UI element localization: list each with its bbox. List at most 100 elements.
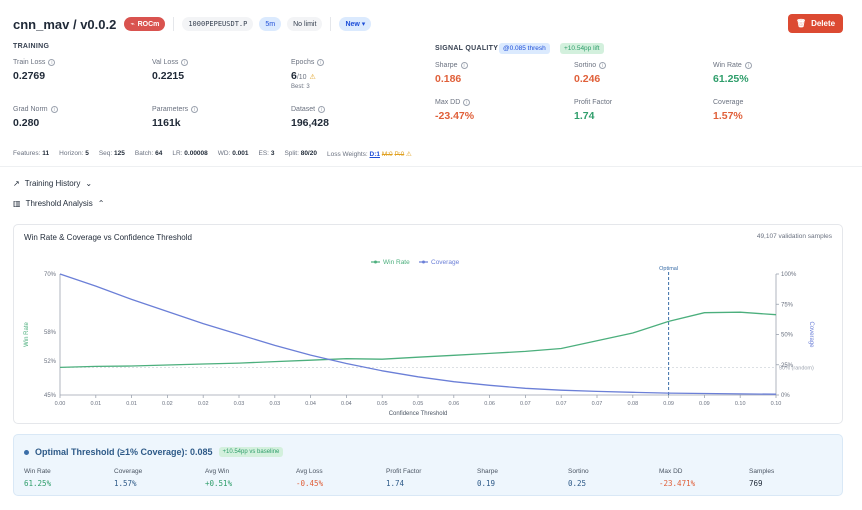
gpu-icon: ⌁	[130, 21, 135, 28]
y-left-tick-label: 45%	[44, 393, 57, 399]
x-axis-label: Confidence Threshold	[389, 411, 448, 417]
hyperparameters-row: Features: 11 Horizon: 5 Seq: 125 Batch: …	[13, 150, 412, 158]
info-icon[interactable]: i	[599, 62, 607, 69]
y-left-tick-label: 70%	[44, 272, 57, 278]
y-right-tick-label: 100%	[781, 272, 797, 278]
metric-value: 0.280	[13, 117, 40, 129]
optimal-metric: Avg Loss -0.45%	[296, 468, 323, 488]
param-horizon: Horizon: 5	[59, 150, 89, 157]
optimal-metric-label: Win Rate	[24, 468, 51, 475]
symbol-badge: 1000PEPEUSDT.P	[182, 17, 254, 31]
x-tick-label: 0.01	[90, 401, 101, 407]
y-right-tick-label: 75%	[781, 302, 794, 308]
training-history-label: Training History	[24, 179, 81, 188]
metric-grad-norm: Grad Norm i 0.280	[13, 106, 58, 129]
optimal-metric: Sharpe 0.19	[477, 468, 498, 488]
delete-button[interactable]: 🗑 Delete	[788, 14, 843, 33]
divider	[173, 17, 175, 31]
param-features: Features: 11	[13, 150, 50, 157]
y-left-tick-label: 52%	[44, 359, 57, 365]
threshold-chart-card: Win Rate & Coverage vs Confidence Thresh…	[13, 224, 843, 424]
metric-value: 6/10 ⚠	[291, 70, 324, 82]
x-tick-label: 0.02	[198, 401, 209, 407]
param-loss-weights: Loss Weights: D:1 M:0 P:0 ⚠	[326, 151, 412, 158]
training-history-toggle[interactable]: ↗ Training History ⌄	[13, 179, 92, 188]
y-left-axis-label: Win Rate	[24, 322, 30, 347]
optimal-title-text: Optimal Threshold (≥1% Coverage): 0.085	[35, 447, 213, 457]
metric-value: -23.47%	[435, 110, 475, 122]
optimal-metric-value: -0.45%	[296, 479, 324, 488]
optimal-label: Optimal	[659, 266, 678, 272]
optimal-metric-label: Max DD	[659, 468, 683, 475]
legend-label: Win Rate	[383, 259, 410, 266]
info-icon[interactable]: i	[48, 59, 56, 66]
chevron-down-icon: ⌄	[85, 179, 93, 188]
status-label: New	[345, 20, 360, 28]
x-tick-label: 0.09	[663, 401, 674, 407]
status-dropdown[interactable]: New ▾	[339, 17, 372, 31]
x-tick-label: 0.06	[484, 401, 495, 407]
optimal-metric-value: 0.25	[568, 479, 587, 488]
metric-label: Train Loss	[13, 59, 46, 66]
page-title: cnn_mav / v0.0.2	[13, 16, 117, 32]
optimal-metric-value: -23.471%	[659, 479, 696, 488]
metric-max-dd: Max DD i -23.47%	[435, 99, 474, 122]
optimal-metric-value: 769	[749, 479, 763, 488]
metric-value: 1.57%	[713, 110, 743, 122]
x-tick-label: 0.04	[341, 401, 352, 407]
optimal-metric: Coverage 1.57%	[114, 468, 142, 488]
limit-badge: No limit	[287, 17, 323, 31]
y-right-tick-label: 50%	[781, 333, 794, 339]
x-tick-label: 0.04	[305, 401, 316, 407]
baseline-badge: +10.54pp vs baseline	[218, 447, 284, 457]
optimal-metric-value: 61.25%	[24, 479, 52, 488]
param-split: Split: 80/20	[284, 150, 317, 157]
trend-icon: ↗	[13, 179, 20, 188]
optimal-metric-label: Sharpe	[477, 468, 498, 475]
metric-label: Parameters	[152, 106, 189, 113]
optimal-metric-value: 1.57%	[114, 479, 137, 488]
metric-val-loss: Val Loss i 0.2215	[152, 59, 189, 82]
info-icon[interactable]: i	[460, 62, 468, 69]
warning-icon: ⚠	[406, 151, 412, 158]
x-tick-label: 0.10	[735, 401, 746, 407]
random-baseline-label: 50% (random)	[779, 365, 814, 371]
signal-heading: SIGNAL QUALITY	[435, 45, 499, 52]
metric-parameters: Parameters i 1161k	[152, 106, 199, 129]
info-icon[interactable]: i	[318, 106, 326, 113]
trash-icon: 🗑	[795, 19, 807, 28]
metric-train-loss: Train Loss i 0.2769	[13, 59, 56, 82]
info-icon[interactable]: i	[317, 59, 325, 66]
x-tick-label: 0.05	[377, 401, 388, 407]
optimal-metric-label: Coverage	[114, 468, 143, 475]
x-tick-label: 0.05	[413, 401, 424, 407]
param-seq: Seq: 125	[98, 150, 125, 157]
metric-sharpe: Sharpe i 0.186	[435, 62, 468, 85]
x-tick-label: 0.03	[269, 401, 280, 407]
metric-label: Epochs	[291, 59, 315, 66]
threshold-analysis-label: Threshold Analysis	[25, 199, 93, 208]
y-right-tick-label: 0%	[781, 393, 790, 399]
param-wd: WD: 0.001	[217, 150, 249, 157]
device-badge-label: ROCm	[137, 20, 160, 28]
info-icon[interactable]: i	[463, 99, 471, 106]
optimal-title: Optimal Threshold (≥1% Coverage): 0.085 …	[24, 447, 284, 457]
info-icon[interactable]: i	[191, 106, 199, 113]
info-icon[interactable]: i	[181, 59, 189, 66]
threshold-badge: @0.085 thresh	[499, 43, 550, 54]
divider	[330, 17, 332, 31]
delete-label: Delete	[811, 19, 836, 28]
threshold-analysis-toggle[interactable]: ▥ Threshold Analysis ⌃	[13, 199, 104, 208]
lift-badge: +10.54pp lift	[560, 43, 604, 54]
x-tick-label: 0.07	[592, 401, 603, 407]
chart-title: Win Rate & Coverage vs Confidence Thresh…	[24, 233, 192, 242]
info-icon[interactable]: i	[744, 62, 752, 69]
metric-label: Coverage	[713, 99, 744, 106]
metric-sortino: Sortino i 0.246	[574, 62, 607, 85]
info-icon[interactable]: i	[50, 106, 58, 113]
param-lr: LR: 0.00008	[172, 150, 208, 157]
optimal-metric-label: Avg Win	[205, 468, 230, 475]
x-tick-label: 0.09	[699, 401, 710, 407]
optimal-metric-label: Samples	[749, 468, 775, 475]
epochs-best: Best: 3	[291, 84, 310, 90]
